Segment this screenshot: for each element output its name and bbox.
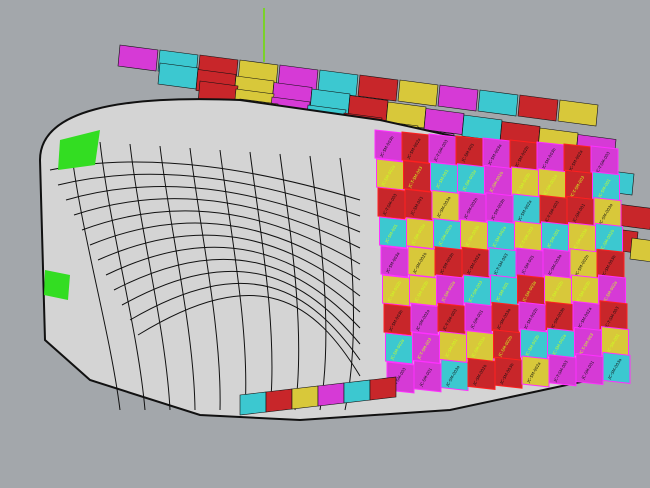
roof-panel [357, 74, 399, 102]
roof-panel [629, 237, 650, 262]
facade-panel [521, 355, 550, 388]
grid-line [73, 198, 361, 249]
facade-panel [369, 376, 397, 401]
facade-panel [382, 274, 410, 307]
roof-panel [477, 89, 519, 117]
grid-line [97, 234, 361, 297]
roof-panel [557, 99, 599, 127]
facade-panel [374, 129, 403, 162]
roof-panel [517, 94, 559, 122]
facade-panel [291, 385, 319, 410]
facade-panel [265, 388, 293, 413]
shell-grid [44, 130, 361, 411]
grid-line [57, 173, 361, 217]
facade-panels: JC-SM-003b JC-SM-002a JC-T-SM-003 JC-SM-001… [239, 129, 631, 416]
facade-panel [548, 354, 577, 387]
facade-panel [575, 353, 604, 386]
facade-panel [379, 216, 407, 249]
grid-line [129, 143, 171, 411]
grid-line [99, 141, 146, 411]
facade-panel [413, 360, 442, 393]
facade-panel [377, 187, 406, 220]
facade-panel [380, 245, 409, 278]
facade-panel [376, 158, 404, 191]
facade-panel [383, 303, 412, 336]
grid-line [69, 139, 121, 411]
grid-line [339, 157, 355, 411]
grid-line [279, 153, 300, 411]
grid-line [81, 210, 361, 265]
grid-line [137, 295, 361, 377]
facade-panel [317, 382, 345, 407]
facade-panel [440, 359, 469, 392]
facade-panel [385, 332, 413, 365]
roof-panel [397, 79, 439, 107]
green-panel [58, 130, 100, 170]
roof-panel [117, 44, 159, 72]
grid-line [159, 145, 196, 411]
facade-panel [239, 391, 267, 416]
grid-line [65, 186, 361, 233]
grid-line [249, 151, 273, 411]
grid-line [89, 222, 361, 281]
facade-panel [602, 351, 631, 384]
grid-line [129, 283, 361, 361]
roof-panel [437, 84, 479, 112]
facade-panel [343, 379, 371, 404]
green-panel [44, 270, 70, 300]
grid-line [121, 270, 361, 345]
grid-line [189, 147, 221, 411]
grid-line [309, 155, 327, 411]
grid-line [113, 258, 361, 329]
grid-line [219, 149, 247, 411]
facade-panel [494, 356, 523, 389]
facade-panel [467, 357, 496, 390]
